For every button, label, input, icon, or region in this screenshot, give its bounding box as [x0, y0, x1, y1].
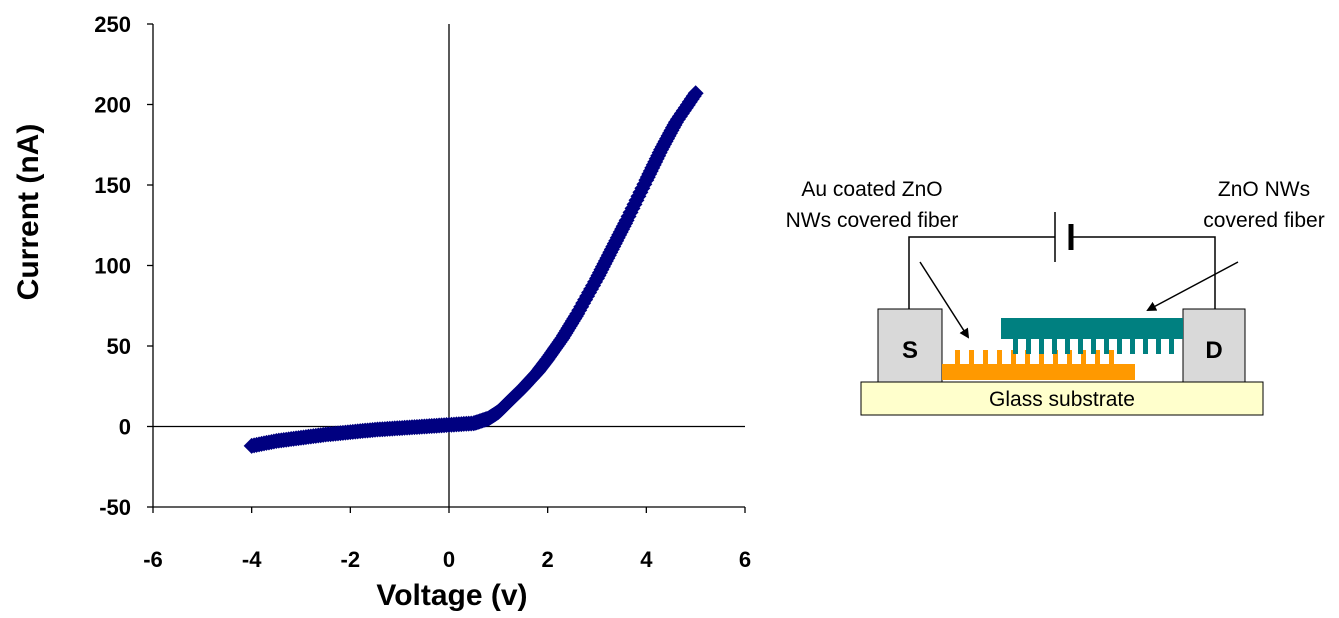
- zno-fiber-arrow: [1146, 261, 1239, 311]
- zno-nanowires: [1013, 339, 1174, 354]
- data-point: [515, 379, 531, 396]
- au-fiber-label-line1: Au coated ZnO: [801, 178, 942, 201]
- data-point: [367, 421, 383, 438]
- data-point: [317, 426, 334, 443]
- y-tick-labels: 250 200 150 100 50 0 -50: [94, 12, 131, 520]
- zno-fiber: [1001, 318, 1183, 339]
- data-point: [500, 394, 517, 411]
- data-point: [589, 270, 605, 287]
- source-label: S: [902, 337, 918, 364]
- iv-chart: -6 -4 -2 0 2 4 6 250 200 150 100 50 0 -50 Voltage (v…: [12, 12, 751, 612]
- data-point: [416, 418, 433, 435]
- y-tick-label: 200: [94, 93, 131, 118]
- data-point: [554, 329, 571, 346]
- data-point: [569, 305, 586, 322]
- y-tick-label: 250: [94, 12, 131, 37]
- zno-nanowire: [1039, 339, 1044, 354]
- x-tick-labels: -6 -4 -2 0 2 4 6: [143, 547, 751, 572]
- au-nanowire: [969, 350, 974, 364]
- data-point: [342, 424, 359, 441]
- zno-nanowire: [1156, 339, 1161, 354]
- au-nanowire: [1095, 350, 1100, 364]
- data-point: [638, 172, 655, 189]
- zno-nanowire: [1026, 339, 1031, 354]
- au-nanowire: [1011, 350, 1016, 364]
- data-point: [293, 429, 309, 446]
- data-point: [618, 212, 635, 229]
- au-nanowire: [997, 350, 1002, 364]
- y-tick-label: -50: [99, 495, 131, 520]
- au-fiber-arrow: [919, 261, 970, 339]
- au-nanowire: [1081, 350, 1086, 364]
- zno-fiber-label-line2: covered fiber: [1203, 209, 1324, 232]
- au-fiber-label-line2: NWs covered fiber: [786, 209, 959, 232]
- au-coated-nanowires: [955, 350, 1114, 364]
- zno-nanowire: [1130, 339, 1135, 354]
- au-nanowire: [1039, 350, 1044, 364]
- zno-nanowire: [1104, 339, 1109, 354]
- y-tick-label: 100: [94, 254, 131, 279]
- zno-nanowire: [1052, 339, 1057, 354]
- zno-nanowire: [1065, 339, 1070, 354]
- data-point: [243, 437, 260, 454]
- x-tick-label: -4: [242, 547, 262, 572]
- au-nanowire: [1109, 350, 1114, 364]
- data-series: [243, 85, 704, 454]
- circuit-wire-right: [1071, 236, 1216, 309]
- source-electrode: [877, 308, 943, 383]
- x-tick-label: -2: [341, 547, 361, 572]
- au-nanowire: [983, 350, 988, 364]
- zno-nanowire: [1013, 339, 1018, 354]
- glass-substrate: [860, 381, 1264, 416]
- data-point: [687, 85, 704, 102]
- data-point: [653, 141, 670, 158]
- x-tick-label: 6: [739, 547, 751, 572]
- zno-nanowire: [1091, 339, 1096, 354]
- data-point: [268, 432, 285, 449]
- circuit-wire-left: [908, 236, 1055, 309]
- x-tick-label: 0: [443, 547, 455, 572]
- data-point: [465, 415, 482, 432]
- data-point: [480, 410, 497, 427]
- data-point: [441, 416, 457, 433]
- zno-nanowire: [1078, 339, 1083, 354]
- data-point: [667, 114, 684, 131]
- au-nanowire: [955, 350, 960, 364]
- substrate-label: Glass substrate: [989, 388, 1135, 411]
- y-tick-label: 150: [94, 173, 131, 198]
- au-coated-fiber: [942, 364, 1135, 380]
- drain-label: D: [1205, 337, 1222, 364]
- x-tick-label: 2: [542, 547, 554, 572]
- au-nanowire: [1025, 350, 1030, 364]
- y-tick-label: 50: [107, 334, 131, 359]
- device-schematic: Glass substrate S D Au coated ZnO NWs co…: [786, 178, 1325, 416]
- data-point: [603, 241, 620, 258]
- au-nanowire: [1053, 350, 1058, 364]
- zno-nanowire: [1169, 339, 1174, 354]
- zno-nanowire: [1143, 339, 1148, 354]
- chart-axes: [147, 23, 746, 513]
- y-axis-title: Current (nA): [12, 124, 45, 301]
- y-tick-label: 0: [119, 415, 131, 440]
- data-point: [539, 350, 556, 367]
- zno-fiber-label-line1: ZnO NWs: [1218, 178, 1310, 201]
- zno-nanowire: [1117, 339, 1122, 354]
- data-point: [391, 420, 408, 437]
- x-tick-label: -6: [143, 547, 163, 572]
- au-nanowire: [1067, 350, 1072, 364]
- data-point: [529, 363, 546, 380]
- drain-electrode: [1182, 308, 1246, 383]
- x-tick-label: 4: [640, 547, 653, 572]
- data-point: [490, 404, 507, 421]
- x-axis-title: Voltage (v): [376, 579, 527, 612]
